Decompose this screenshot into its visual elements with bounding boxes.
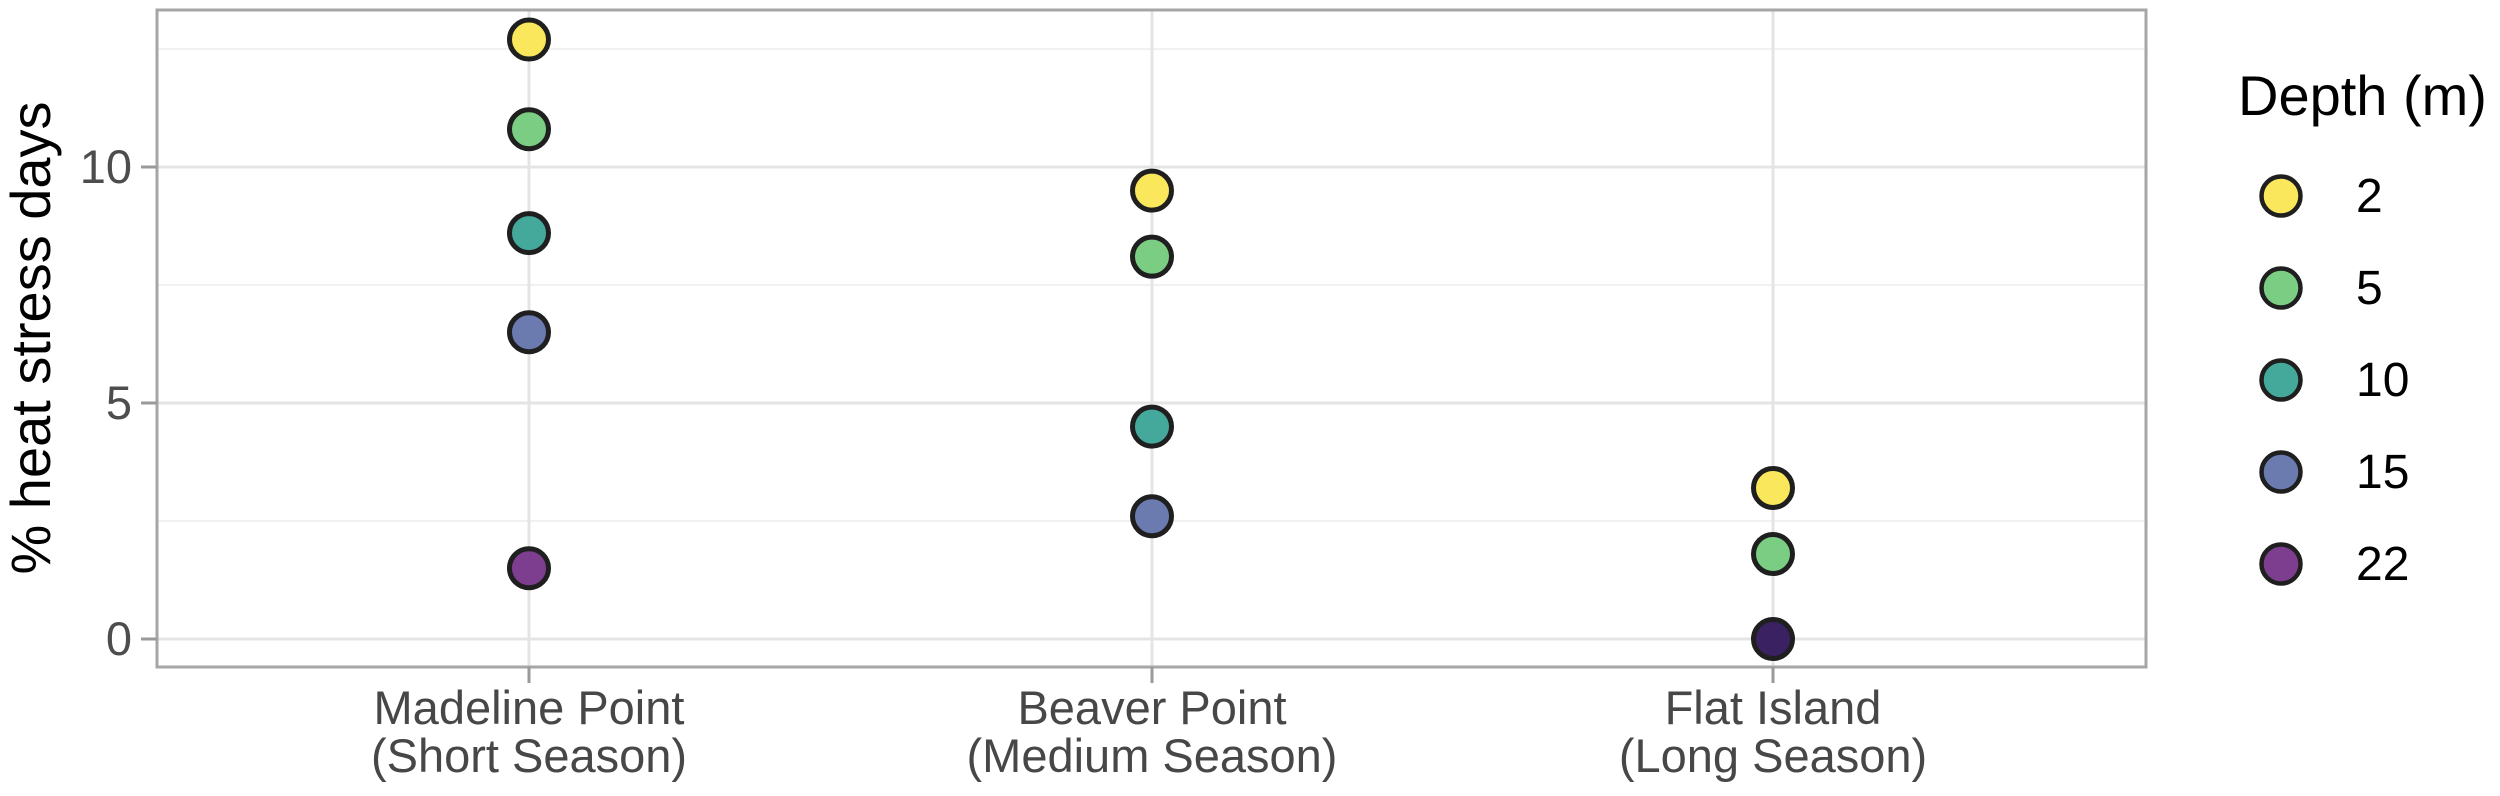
- legend-title: Depth (m): [2238, 64, 2487, 127]
- legend: Depth (m) 2 5 10 15 22: [2238, 64, 2487, 591]
- category-label-madeline-point-line1: Madeline Point: [374, 681, 685, 734]
- point-madeline-point-depth-10m: [507, 211, 551, 256]
- y-axis-title: % heat stress days: [0, 101, 62, 574]
- legend-label-10m: 10: [2356, 354, 2409, 407]
- point-flat-island-depth-22m: [1751, 617, 1795, 661]
- x-axis-category-labels: Madeline Point(Short Season) Beaver Point…: [371, 681, 1927, 782]
- point-beaver-point-depth-15m: [1130, 494, 1174, 539]
- legend-key-2m: [2259, 174, 2303, 218]
- point-flat-island-depth-5m: [1751, 532, 1795, 577]
- legend-key-10m: [2259, 358, 2303, 402]
- point-madeline-point-depth-22m: [507, 546, 551, 591]
- legend-label-22m: 22: [2356, 538, 2409, 591]
- legend-label-5m: 5: [2356, 262, 2383, 315]
- y-axis-tick-labels: 0 5 10: [80, 140, 132, 665]
- axis-ticks: [141, 165, 1775, 683]
- point-beaver-point-depth-5m: [1130, 234, 1174, 279]
- category-label-flat-island-line1: Flat Island: [1665, 681, 1882, 734]
- legend-key-5m: [2259, 266, 2303, 310]
- legend-key-22m: [2259, 542, 2303, 586]
- major-gridlines: [157, 10, 2146, 667]
- category-label-beaver-point-line2: (Medium Season): [967, 729, 1338, 782]
- y-tick-label-10: 10: [80, 140, 132, 193]
- category-label-flat-island-line2: (Long Season): [1619, 729, 1927, 782]
- legend-entries: 2 5 10 15 22: [2259, 170, 2409, 591]
- legend-label-15m: 15: [2356, 446, 2409, 499]
- y-tick-label-5: 5: [106, 376, 132, 429]
- y-tick-label-0: 0: [106, 612, 132, 665]
- point-madeline-point-depth-5m: [507, 107, 551, 152]
- category-label-madeline-point-line2: (Short Season): [371, 729, 687, 782]
- point-madeline-point-depth-2m: [507, 17, 551, 62]
- legend-label-2m: 2: [2356, 170, 2383, 223]
- data-points: [507, 17, 1795, 661]
- point-madeline-point-depth-15m: [507, 310, 551, 355]
- legend-key-15m: [2259, 450, 2303, 494]
- point-beaver-point-depth-2m: [1130, 168, 1174, 213]
- category-label-beaver-point-line1: Beaver Point: [1017, 681, 1286, 734]
- point-beaver-point-depth-10m: [1130, 404, 1174, 449]
- point-flat-island-depth-2m: [1751, 465, 1795, 510]
